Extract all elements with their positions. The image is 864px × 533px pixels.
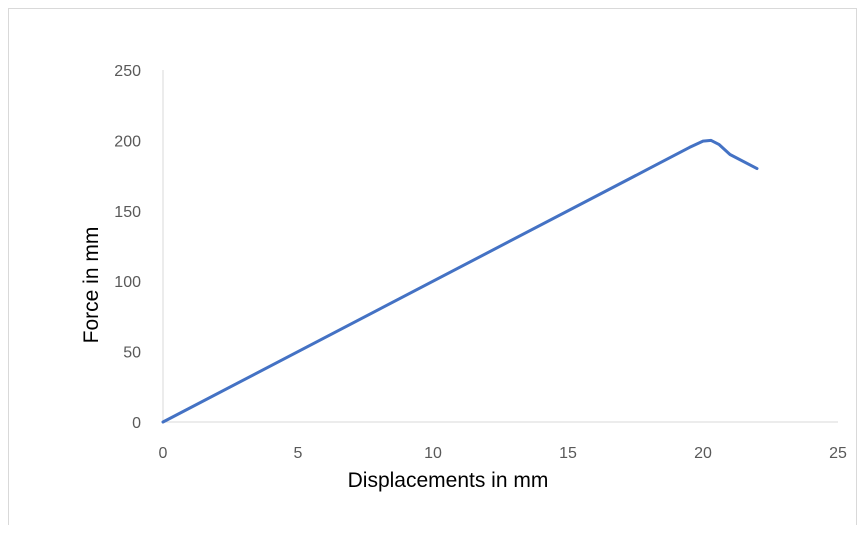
x-tick-label: 25 <box>829 445 847 462</box>
series-line <box>161 138 759 424</box>
y-axis: 0 50 100 150 200 250 <box>114 63 164 432</box>
x-tick-label: 15 <box>559 445 577 462</box>
chart-area <box>8 8 857 525</box>
x-axis-title: Displacements in mm <box>348 469 549 492</box>
y-tick-label: 50 <box>123 345 141 362</box>
y-tick-label: 0 <box>132 415 141 432</box>
x-axis: 0 5 10 15 20 25 <box>159 421 847 462</box>
plot-series <box>161 138 759 424</box>
x-tick-label: 0 <box>159 445 168 462</box>
y-tick-label: 100 <box>114 274 141 291</box>
x-tick-label: 20 <box>694 445 712 462</box>
y-tick-label: 200 <box>114 133 141 150</box>
y-tick-label: 150 <box>114 204 141 221</box>
y-tick-label: 250 <box>114 63 141 80</box>
x-tick-label: 10 <box>424 445 442 462</box>
x-tick-label: 5 <box>294 445 303 462</box>
y-axis-title: Force in mm <box>80 227 103 344</box>
x-tick-labels: 0 5 10 15 20 25 <box>159 445 847 462</box>
y-tick-labels: 0 50 100 150 200 250 <box>114 63 141 432</box>
